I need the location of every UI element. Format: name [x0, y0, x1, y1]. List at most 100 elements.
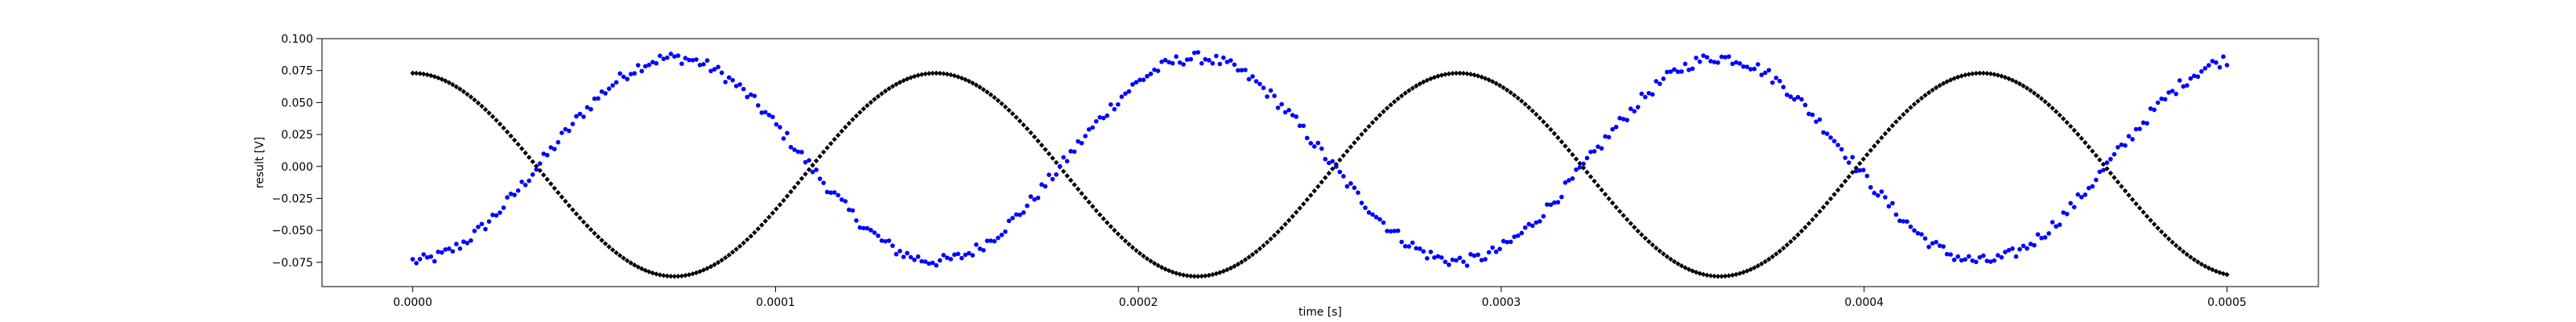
data-point — [784, 193, 791, 199]
data-point — [1133, 80, 1139, 85]
data-point — [1992, 72, 1997, 77]
data-point — [741, 86, 746, 92]
data-point — [2133, 126, 2139, 132]
data-point — [2042, 99, 2048, 105]
data-point — [1661, 251, 1666, 257]
data-point — [2028, 242, 2033, 246]
data-point — [988, 92, 994, 97]
data-point — [1973, 70, 1979, 76]
data-point — [762, 109, 768, 115]
data-point — [1951, 76, 1957, 81]
data-point — [446, 80, 452, 85]
data-point — [1697, 270, 1703, 276]
data-point — [911, 73, 918, 80]
data-point — [712, 67, 717, 72]
data-point — [2057, 112, 2062, 118]
data-point — [1145, 73, 1150, 79]
data-point — [654, 60, 659, 66]
data-point — [1944, 79, 1950, 85]
data-point — [901, 254, 906, 259]
data-point — [1504, 87, 1510, 93]
y-tick-label: −0.025 — [272, 192, 313, 205]
data-point — [745, 237, 750, 242]
data-point — [570, 207, 576, 213]
data-point — [1726, 273, 1732, 279]
data-point — [1934, 239, 1938, 245]
data-point — [1915, 231, 1921, 236]
data-point — [537, 167, 543, 174]
data-point — [2021, 243, 2026, 249]
data-point — [450, 249, 456, 254]
data-point — [890, 84, 896, 89]
data-point — [596, 96, 601, 101]
data-point — [1886, 204, 1892, 209]
data-point — [1265, 94, 1269, 99]
data-point — [966, 250, 972, 256]
data-point — [410, 70, 415, 76]
data-point — [1308, 192, 1314, 198]
data-point — [1577, 160, 1583, 167]
data-point — [457, 246, 463, 251]
data-point — [1770, 80, 1775, 85]
data-point — [1570, 151, 1575, 158]
data-point — [522, 150, 528, 156]
data-point — [2028, 88, 2033, 93]
data-point — [814, 167, 819, 172]
data-point — [748, 233, 753, 239]
data-point — [501, 205, 506, 210]
data-point — [1872, 143, 1877, 149]
data-point — [1948, 252, 1953, 257]
data-point — [810, 163, 815, 168]
data-point — [431, 258, 437, 264]
data-point — [1319, 180, 1325, 185]
data-point — [1752, 66, 1757, 72]
data-point — [2123, 142, 2128, 148]
data-point — [985, 89, 990, 95]
data-point — [1868, 184, 1873, 190]
data-point — [1162, 57, 1168, 63]
data-point — [937, 258, 943, 263]
data-point — [2112, 151, 2117, 157]
data-point — [1344, 184, 1350, 189]
data-point — [2032, 242, 2037, 248]
data-point — [1257, 81, 1262, 87]
data-point — [872, 230, 877, 235]
data-point — [850, 208, 855, 213]
data-point — [759, 110, 765, 115]
data-point — [1915, 98, 1921, 104]
data-point — [461, 239, 466, 245]
series-1 — [410, 70, 2230, 279]
data-point — [1472, 253, 1477, 258]
data-point — [1038, 142, 1045, 148]
data-point — [803, 159, 808, 165]
data-point — [1868, 147, 1873, 154]
data-point — [1327, 160, 1331, 166]
data-point — [1330, 159, 1335, 164]
data-point — [1708, 59, 1713, 64]
data-point — [1850, 169, 1856, 175]
data-point — [584, 105, 590, 110]
data-point — [1748, 67, 1753, 72]
data-point — [1922, 236, 1928, 241]
data-point — [1246, 76, 1252, 82]
data-point — [1497, 246, 1502, 252]
data-point — [1584, 169, 1590, 175]
data-point — [1912, 228, 1917, 233]
data-point — [2177, 78, 2182, 83]
data-point — [1526, 105, 1532, 110]
data-point — [1018, 213, 1022, 217]
data-point — [1526, 221, 1532, 227]
data-point — [675, 53, 681, 58]
data-point — [1835, 187, 1841, 193]
data-point — [2050, 220, 2055, 225]
data-point — [1864, 173, 1870, 179]
data-point — [1769, 254, 1776, 260]
data-point — [832, 136, 837, 142]
data-point — [1755, 263, 1761, 269]
data-point — [2169, 239, 2175, 246]
data-point — [1275, 229, 1281, 235]
data-point — [788, 189, 794, 195]
data-point — [762, 218, 768, 224]
data-point — [1508, 89, 1513, 96]
data-point — [865, 225, 870, 231]
